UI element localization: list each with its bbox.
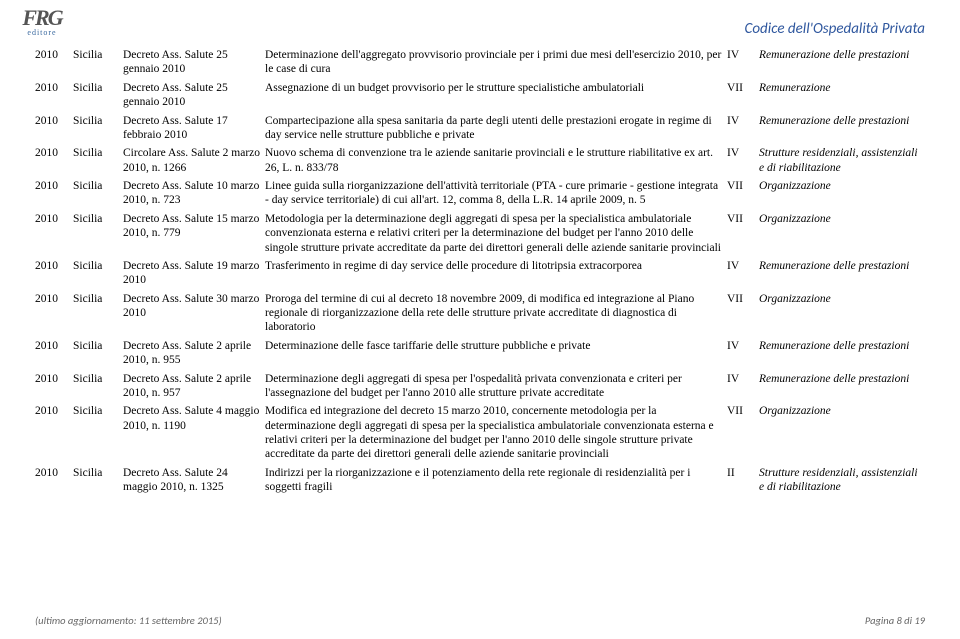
cell-reference: Decreto Ass. Salute 2 aprile 2010, n. 95… bbox=[123, 370, 265, 403]
cell-region: Sicilia bbox=[73, 144, 123, 177]
cell-region: Sicilia bbox=[73, 79, 123, 112]
cell-reference: Decreto Ass. Salute 25 gennaio 2010 bbox=[123, 46, 265, 79]
table-row: 2010SiciliaDecreto Ass. Salute 17 febbra… bbox=[35, 112, 925, 145]
cell-description: Metodologia per la determinazione degli … bbox=[265, 210, 727, 257]
page-title: Codice dell'Ospedalità Privata bbox=[35, 20, 925, 38]
cell-region: Sicilia bbox=[73, 370, 123, 403]
cell-year: 2010 bbox=[35, 370, 73, 403]
cell-code: VII bbox=[727, 290, 759, 337]
cell-reference: Decreto Ass. Salute 19 marzo 2010 bbox=[123, 257, 265, 290]
cell-region: Sicilia bbox=[73, 290, 123, 337]
cell-reference: Decreto Ass. Salute 10 marzo 2010, n. 72… bbox=[123, 177, 265, 210]
cell-code: IV bbox=[727, 337, 759, 370]
table-row: 2010SiciliaDecreto Ass. Salute 10 marzo … bbox=[35, 177, 925, 210]
cell-description: Determinazione dell'aggregato provvisori… bbox=[265, 46, 727, 79]
cell-reference: Decreto Ass. Salute 2 aprile 2010, n. 95… bbox=[123, 337, 265, 370]
cell-region: Sicilia bbox=[73, 402, 123, 464]
cell-reference: Decreto Ass. Salute 4 maggio 2010, n. 11… bbox=[123, 402, 265, 464]
cell-code: VII bbox=[727, 402, 759, 464]
cell-description: Proroga del termine di cui al decreto 18… bbox=[265, 290, 727, 337]
cell-category: Remunerazione delle prestazioni bbox=[759, 257, 925, 290]
cell-code: VII bbox=[727, 177, 759, 210]
cell-category: Strutture residenziali, assistenziali e … bbox=[759, 144, 925, 177]
cell-region: Sicilia bbox=[73, 46, 123, 79]
cell-reference: Decreto Ass. Salute 25 gennaio 2010 bbox=[123, 79, 265, 112]
cell-reference: Decreto Ass. Salute 24 maggio 2010, n. 1… bbox=[123, 464, 265, 497]
table-row: 2010SiciliaDecreto Ass. Salute 30 marzo … bbox=[35, 290, 925, 337]
table-row: 2010SiciliaDecreto Ass. Salute 19 marzo … bbox=[35, 257, 925, 290]
cell-reference: Decreto Ass. Salute 17 febbraio 2010 bbox=[123, 112, 265, 145]
cell-region: Sicilia bbox=[73, 177, 123, 210]
cell-code: VII bbox=[727, 210, 759, 257]
cell-code: IV bbox=[727, 46, 759, 79]
cell-category: Organizzazione bbox=[759, 177, 925, 210]
cell-region: Sicilia bbox=[73, 464, 123, 497]
cell-category: Remunerazione delle prestazioni bbox=[759, 46, 925, 79]
cell-description: Indirizzi per la riorganizzazione e il p… bbox=[265, 464, 727, 497]
cell-description: Determinazione degli aggregati di spesa … bbox=[265, 370, 727, 403]
cell-description: Trasferimento in regime di day service d… bbox=[265, 257, 727, 290]
table-row: 2010SiciliaDecreto Ass. Salute 2 aprile … bbox=[35, 370, 925, 403]
logo-text-bottom: editore bbox=[27, 28, 56, 37]
cell-year: 2010 bbox=[35, 464, 73, 497]
cell-category: Remunerazione delle prestazioni bbox=[759, 112, 925, 145]
cell-year: 2010 bbox=[35, 144, 73, 177]
cell-reference: Circolare Ass. Salute 2 marzo 2010, n. 1… bbox=[123, 144, 265, 177]
cell-code: IV bbox=[727, 370, 759, 403]
table-row: 2010SiciliaDecreto Ass. Salute 2 aprile … bbox=[35, 337, 925, 370]
footer-updated: (ultimo aggiornamento: 11 settembre 2015… bbox=[35, 614, 222, 627]
cell-year: 2010 bbox=[35, 79, 73, 112]
cell-region: Sicilia bbox=[73, 257, 123, 290]
cell-year: 2010 bbox=[35, 210, 73, 257]
cell-year: 2010 bbox=[35, 290, 73, 337]
cell-description: Assegnazione di un budget provvisorio pe… bbox=[265, 79, 727, 112]
cell-category: Organizzazione bbox=[759, 210, 925, 257]
cell-code: II bbox=[727, 464, 759, 497]
cell-category: Remunerazione delle prestazioni bbox=[759, 370, 925, 403]
cell-category: Organizzazione bbox=[759, 402, 925, 464]
cell-description: Determinazione delle fasce tariffarie de… bbox=[265, 337, 727, 370]
cell-code: VII bbox=[727, 79, 759, 112]
table-row: 2010SiciliaDecreto Ass. Salute 15 marzo … bbox=[35, 210, 925, 257]
cell-year: 2010 bbox=[35, 337, 73, 370]
cell-region: Sicilia bbox=[73, 210, 123, 257]
cell-category: Remunerazione delle prestazioni bbox=[759, 337, 925, 370]
cell-reference: Decreto Ass. Salute 30 marzo 2010 bbox=[123, 290, 265, 337]
table-row: 2010SiciliaDecreto Ass. Salute 4 maggio … bbox=[35, 402, 925, 464]
cell-description: Nuovo schema di convenzione tra le azien… bbox=[265, 144, 727, 177]
table-row: 2010SiciliaCircolare Ass. Salute 2 marzo… bbox=[35, 144, 925, 177]
cell-code: IV bbox=[727, 144, 759, 177]
cell-year: 2010 bbox=[35, 177, 73, 210]
logo-text-top: FRG bbox=[22, 8, 61, 28]
cell-year: 2010 bbox=[35, 46, 73, 79]
cell-category: Organizzazione bbox=[759, 290, 925, 337]
cell-reference: Decreto Ass. Salute 15 marzo 2010, n. 77… bbox=[123, 210, 265, 257]
cell-region: Sicilia bbox=[73, 112, 123, 145]
cell-code: IV bbox=[727, 112, 759, 145]
table-row: 2010SiciliaDecreto Ass. Salute 25 gennai… bbox=[35, 79, 925, 112]
cell-code: IV bbox=[727, 257, 759, 290]
cell-description: Compartecipazione alla spesa sanitaria d… bbox=[265, 112, 727, 145]
cell-year: 2010 bbox=[35, 257, 73, 290]
footer-page-number: Pagina 8 di 19 bbox=[865, 614, 925, 627]
table-row: 2010SiciliaDecreto Ass. Salute 24 maggio… bbox=[35, 464, 925, 497]
regulations-table: 2010SiciliaDecreto Ass. Salute 25 gennai… bbox=[35, 46, 925, 497]
cell-description: Linee guida sulla riorganizzazione dell'… bbox=[265, 177, 727, 210]
cell-year: 2010 bbox=[35, 402, 73, 464]
cell-category: Remunerazione bbox=[759, 79, 925, 112]
cell-description: Modifica ed integrazione del decreto 15 … bbox=[265, 402, 727, 464]
page-footer: (ultimo aggiornamento: 11 settembre 2015… bbox=[35, 614, 925, 627]
cell-category: Strutture residenziali, assistenziali e … bbox=[759, 464, 925, 497]
cell-region: Sicilia bbox=[73, 337, 123, 370]
publisher-logo: FRG editore bbox=[12, 8, 72, 48]
cell-year: 2010 bbox=[35, 112, 73, 145]
table-row: 2010SiciliaDecreto Ass. Salute 25 gennai… bbox=[35, 46, 925, 79]
